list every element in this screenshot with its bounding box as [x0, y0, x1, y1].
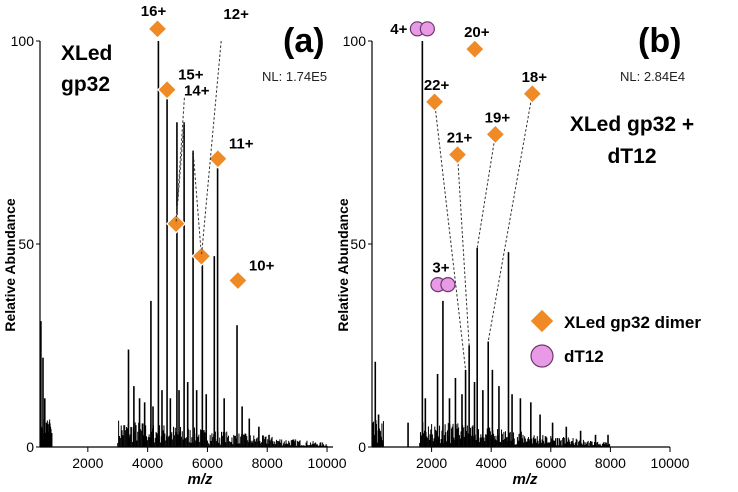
panel-a-xtick-label-2: 6000	[192, 455, 223, 471]
panel-b-charge-label-2: 22+	[424, 77, 450, 94]
panel-b-charge-label-6: 3+	[432, 260, 449, 277]
legend-dimer-marker	[529, 308, 555, 334]
panel-a-charge-label-5: 10+	[249, 258, 275, 275]
panel-b-ylabel: Relative Abundance	[335, 198, 351, 332]
panel-a-xlabel: m/z	[187, 471, 213, 488]
panel-b-xlabel: m/z	[512, 471, 538, 488]
panel-a-xtick-label-3: 8000	[252, 455, 283, 471]
panel-b-dimer-marker-3	[522, 83, 543, 104]
panel-a-xtick-label-0: 2000	[72, 455, 103, 471]
panel-b-dimer-marker-5	[485, 124, 506, 145]
panel-b-dimer-marker-1	[464, 39, 485, 60]
panel-a-ytick-label-2: 100	[11, 33, 35, 49]
panel-b-xtick-label-1: 4000	[476, 455, 507, 471]
panel-a-charge-label-1: 15+	[178, 67, 204, 84]
panel-b-xtick-label-4: 10000	[651, 455, 690, 471]
panel-a-guide-12-label	[200, 40, 222, 257]
panel-b-charge-label-3: 18+	[522, 69, 548, 86]
panel-b-xtick-label-3: 8000	[595, 455, 626, 471]
panel-a-dimer-marker-1	[157, 79, 178, 100]
panel-a-guide-14-label	[175, 97, 185, 224]
panel-b-annotations: (b) NL: 2.84E4 XLed gp32 + dT12 Relative…	[335, 22, 694, 488]
panel-b-ytick-label-2: 100	[343, 33, 367, 49]
panel-b-xtick-label-2: 6000	[535, 455, 566, 471]
panel-a-ytick-label-0: 0	[26, 439, 34, 455]
panel-b-nl: NL: 2.84E4	[620, 69, 685, 84]
panel-b-charge-label-4: 21+	[447, 130, 473, 147]
panel-a-plot: 2000 4000 6000 8000 10000 0 50 100 16+ 15+14+ 12+ 1…	[11, 3, 347, 471]
panel-b-dt12-marker-6b	[440, 277, 456, 293]
panel-a-guide-2	[175, 122, 185, 224]
panel-b-ytick-label-0: 0	[358, 439, 366, 455]
panel-a-xtick-label-1: 4000	[132, 455, 163, 471]
panel-a-dimer-marker-5	[227, 270, 248, 291]
panel-a-sample-line2: gp32	[61, 73, 110, 96]
panel-b-ytick-label-1: 50	[350, 236, 366, 252]
panel-b-xtick-label-0: 2000	[416, 455, 447, 471]
panel-a-charge-label-3: 12+	[223, 6, 249, 23]
panel-a-dimer-marker-0	[147, 18, 168, 39]
panel-a-nl: NL: 1.74E5	[262, 69, 327, 84]
panel-a-xtick-label-4: 10000	[308, 455, 347, 471]
panel-b-dimer-marker-4	[447, 144, 468, 165]
panel-a-charge-label-2: 14+	[184, 83, 210, 100]
panel-b-dimer-marker-2	[424, 91, 445, 112]
panel-b-charge-label-5: 19+	[485, 109, 511, 126]
panel-b-guide-5	[476, 134, 496, 249]
panel-a-ylabel: Relative Abundance	[2, 198, 18, 332]
panel-a-annotations: XLed gp32 (a) NL: 1.74E5 Relative Abunda…	[2, 22, 327, 488]
panel-a-sample-line1: XLed	[61, 42, 112, 65]
panel-b-sample-line1: XLed gp32 +	[570, 113, 694, 136]
panel-a-ytick-label-1: 50	[18, 236, 34, 252]
panel-a-charge-label-0: 16+	[141, 3, 167, 20]
panel-b-dt12-marker-0b	[419, 21, 435, 37]
panel-b-sample-line2: dT12	[607, 145, 656, 168]
legend-dimer-label: XLed gp32 dimer	[564, 313, 701, 332]
panel-a-letter: (a)	[283, 22, 325, 60]
panel-a-dimer-marker-4	[207, 148, 228, 169]
panel-b-letter: (b)	[638, 22, 681, 60]
panel-b-charge-label-0: 4+	[390, 21, 407, 38]
panel-b-guide-4	[457, 154, 470, 346]
panel-b-charge-label-1: 20+	[464, 24, 490, 41]
legend: XLed gp32 dimer dT12	[529, 308, 701, 368]
panel-a-guide-3	[192, 150, 202, 257]
legend-dt12-label: dT12	[564, 347, 604, 366]
panel-a-charge-label-4: 11+	[229, 136, 254, 153]
panel-b-guide-3	[487, 93, 533, 342]
panel-b-plot: 2000 4000 6000 8000 10000 0 50 100 4+ 20+ 22+ 18+ 21…	[343, 21, 690, 471]
legend-dt12-marker	[530, 344, 554, 368]
